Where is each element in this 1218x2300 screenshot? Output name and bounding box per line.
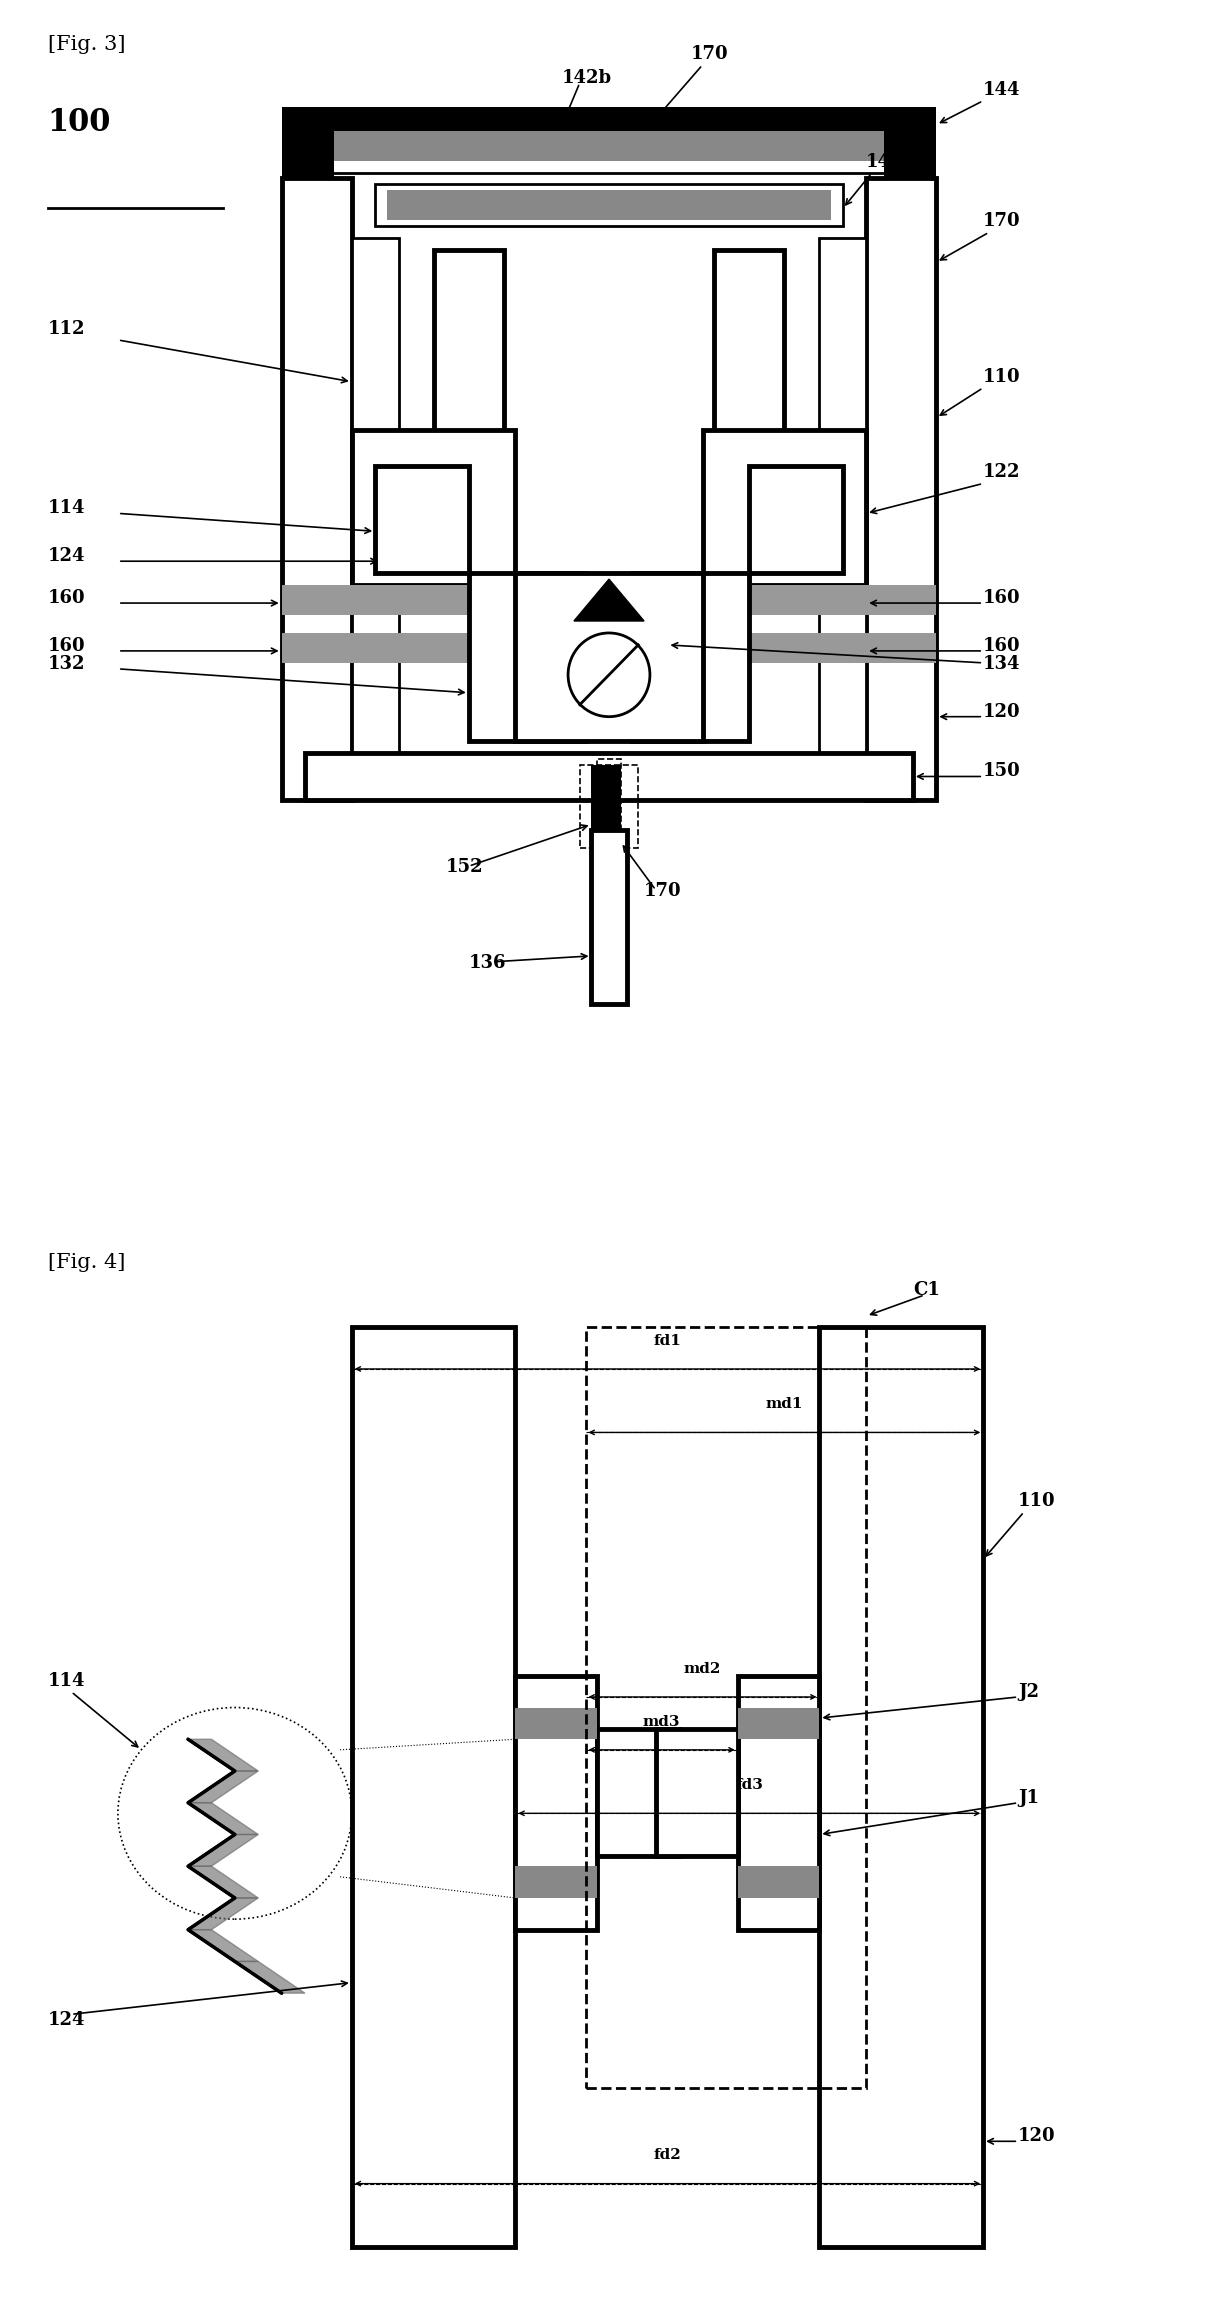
Bar — [884, 172, 937, 214]
Text: 124: 124 — [48, 547, 85, 566]
Bar — [281, 106, 334, 179]
Bar — [703, 584, 866, 614]
Bar — [334, 131, 884, 161]
Bar — [866, 179, 937, 800]
Text: 170: 170 — [644, 883, 682, 899]
Bar — [592, 764, 621, 837]
Bar — [281, 179, 352, 800]
Text: 122: 122 — [983, 465, 1021, 481]
Bar — [515, 1707, 597, 1739]
Bar — [738, 1865, 820, 1898]
Bar — [866, 584, 937, 614]
Text: C1: C1 — [914, 1281, 940, 1300]
Bar — [375, 184, 843, 225]
Bar — [352, 1327, 515, 2247]
Bar — [655, 1730, 738, 1856]
Bar — [515, 1865, 597, 1898]
Bar — [738, 1677, 820, 1930]
Bar — [469, 573, 586, 741]
Bar — [281, 584, 352, 614]
Bar — [592, 830, 626, 1003]
Text: 120: 120 — [983, 704, 1021, 720]
Bar — [352, 632, 515, 662]
Bar — [387, 191, 831, 221]
Text: 112: 112 — [48, 320, 85, 338]
Polygon shape — [188, 1803, 258, 1835]
Text: 100: 100 — [48, 106, 111, 138]
Text: md3: md3 — [643, 1716, 681, 1730]
Bar — [580, 764, 638, 849]
Text: 170: 170 — [691, 46, 728, 62]
Text: 142a: 142a — [866, 152, 916, 170]
Polygon shape — [235, 1962, 304, 1994]
Text: 150: 150 — [983, 764, 1021, 780]
Text: 160: 160 — [48, 637, 85, 655]
Text: 110: 110 — [983, 368, 1021, 386]
Text: [Fig. 3]: [Fig. 3] — [48, 34, 125, 53]
Bar — [304, 752, 914, 800]
Bar — [884, 106, 937, 179]
Bar — [703, 430, 866, 584]
Text: fd1: fd1 — [654, 1334, 681, 1348]
Polygon shape — [574, 580, 644, 621]
Bar — [820, 239, 866, 764]
Text: J2: J2 — [1018, 1684, 1039, 1702]
Bar — [375, 465, 469, 573]
Bar — [434, 251, 504, 442]
Text: 160: 160 — [983, 637, 1021, 655]
Text: 114: 114 — [48, 1672, 85, 1690]
Text: 170: 170 — [983, 212, 1021, 230]
Text: 132: 132 — [48, 656, 85, 674]
Text: md1: md1 — [766, 1398, 803, 1412]
Polygon shape — [188, 1865, 258, 1898]
Text: 142b: 142b — [563, 69, 613, 87]
Bar — [703, 632, 866, 662]
Text: 160: 160 — [983, 589, 1021, 607]
Bar — [281, 172, 334, 214]
Bar — [323, 120, 895, 172]
Bar — [515, 573, 703, 741]
Bar — [597, 1730, 680, 1856]
Bar — [820, 1327, 983, 2247]
Circle shape — [568, 632, 650, 718]
Bar — [597, 759, 621, 842]
Text: 152: 152 — [446, 858, 482, 876]
Bar — [352, 430, 515, 584]
Polygon shape — [188, 1771, 258, 1803]
Polygon shape — [188, 1898, 258, 1930]
Text: 120: 120 — [1018, 2128, 1056, 2146]
Bar — [866, 632, 937, 662]
Text: fd2: fd2 — [654, 2148, 681, 2162]
Bar — [586, 1327, 866, 2088]
Text: 136: 136 — [469, 954, 507, 973]
Bar — [281, 106, 937, 143]
Text: [Fig. 4]: [Fig. 4] — [48, 1254, 125, 1272]
Text: 160: 160 — [48, 589, 85, 607]
Text: 144: 144 — [983, 81, 1021, 99]
Bar — [515, 1677, 597, 1930]
Text: md2: md2 — [683, 1663, 721, 1677]
Text: 124: 124 — [48, 2010, 85, 2029]
Bar — [281, 632, 352, 662]
Text: 134: 134 — [983, 656, 1021, 674]
Bar — [714, 251, 784, 442]
Bar — [738, 1707, 820, 1739]
Bar — [632, 573, 749, 741]
Polygon shape — [188, 1930, 258, 1962]
Text: 110: 110 — [1018, 1493, 1056, 1511]
Polygon shape — [188, 1835, 258, 1865]
Polygon shape — [188, 1739, 258, 1771]
Bar — [352, 239, 398, 764]
Text: fd3: fd3 — [736, 1778, 764, 1792]
Bar — [597, 764, 621, 837]
Text: 114: 114 — [48, 499, 85, 518]
Text: J1: J1 — [1018, 1789, 1039, 1808]
Bar — [749, 465, 843, 573]
Bar — [352, 584, 515, 614]
